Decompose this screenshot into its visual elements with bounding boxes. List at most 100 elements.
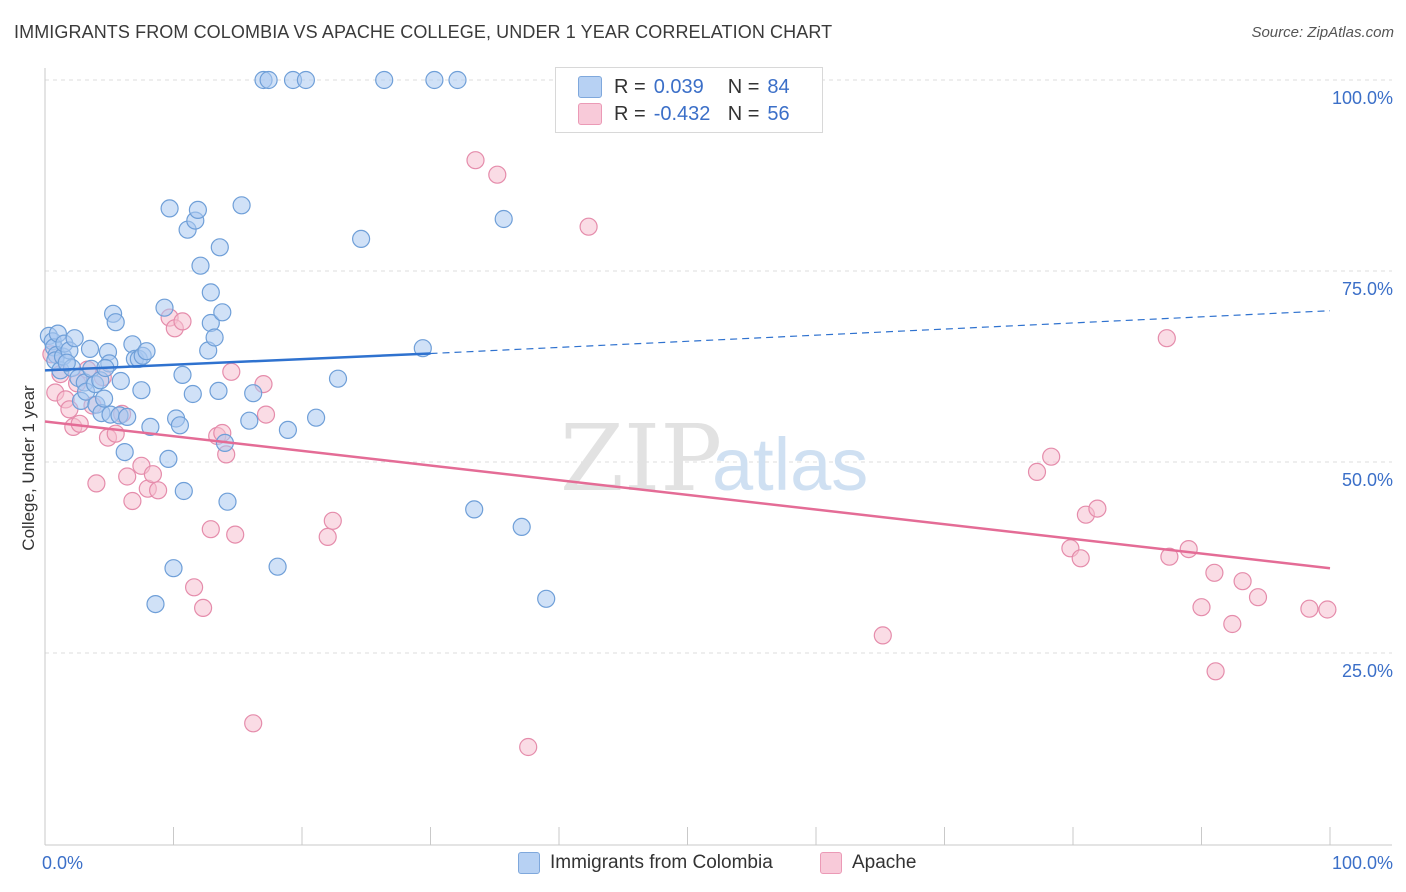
trend-lines (44, 310, 1331, 570)
legend-r-value: -0.432 (653, 102, 711, 125)
apache-point (226, 525, 245, 544)
legend-swatch-apache (578, 103, 602, 125)
y-axis-label: College, Under 1 year (19, 385, 38, 551)
apache-point (318, 527, 337, 547)
legend-r-value: 0.039 (653, 75, 704, 98)
colombia-point (352, 229, 371, 248)
colombia-point (268, 557, 287, 576)
apache-point (1318, 600, 1337, 619)
colombia-point (448, 70, 467, 90)
y-tick-label: 100.0% (1332, 88, 1393, 108)
correlation-legend: R = 0.039 N = 84 R = -0.432 N = 56 (555, 67, 823, 133)
apache-point (87, 474, 106, 493)
colombia-point (174, 481, 193, 501)
apache-point (1248, 588, 1268, 607)
colombia-point (146, 594, 165, 614)
source-credit: Source: ZipAtlas.com (1251, 24, 1394, 41)
apache-point (1223, 614, 1242, 634)
legend-row-colombia: R = 0.039 N = 84 (578, 73, 790, 101)
apache-point (1027, 462, 1047, 481)
colombia-point (65, 329, 84, 348)
y-tick-label: 75.0% (1342, 279, 1393, 299)
legend-n-value: 56 (767, 102, 790, 125)
legend-n-label: N = (727, 102, 760, 125)
gridlines (45, 79, 1392, 654)
x-tick-label: 100.0% (1332, 853, 1393, 873)
colombia-point (425, 70, 444, 90)
colombia-point (80, 339, 100, 358)
colombia-point (160, 199, 179, 218)
colombia-point (183, 384, 202, 404)
legend-n-value: 84 (767, 75, 790, 98)
x-tick-label: 0.0% (42, 853, 83, 873)
apache-point (1042, 447, 1061, 466)
bottom-legend-label-colombia: Immigrants from Colombia (550, 852, 773, 873)
colombia-point (188, 200, 207, 219)
legend-row-apache: R = -0.432 N = 56 (578, 100, 790, 128)
bottom-legend-apache: Apache (820, 852, 916, 874)
axes (44, 68, 1392, 846)
bottom-legend-colombia: Immigrants from Colombia (518, 852, 773, 874)
apache-point (1071, 549, 1090, 568)
colombia-point (512, 517, 531, 537)
colombia-point (232, 196, 251, 215)
apache-point (123, 491, 142, 511)
apache-point (244, 714, 263, 733)
colombia-point (57, 353, 76, 372)
apache-point (579, 217, 598, 236)
colombia-point (296, 70, 315, 90)
apache-point (1233, 572, 1252, 591)
bottom-legend-label-apache: Apache (852, 852, 917, 873)
y-tick-label: 25.0% (1342, 661, 1393, 681)
legend-r-label: R = (614, 102, 646, 125)
colombia-point (375, 70, 394, 90)
watermark: ZIP atlas (560, 405, 868, 512)
colombia-point (537, 589, 556, 608)
chart-title: IMMIGRANTS FROM COLOMBIA VS APACHE COLLE… (14, 22, 833, 42)
colombia-point (159, 449, 178, 468)
apache-point (1088, 499, 1107, 518)
apache-point (118, 467, 137, 486)
tick-labels: 25.0% 50.0% 75.0% 100.0% 0.0% 100.0% (42, 88, 1393, 873)
apache-point (1179, 539, 1198, 559)
colombia-point (164, 559, 183, 578)
colombia-trend-line (44, 352, 431, 372)
colombia-point (118, 407, 137, 426)
watermark-atlas: atlas (712, 423, 868, 506)
colombia-point (205, 328, 224, 347)
apache-point (143, 465, 162, 484)
legend-r-label: R = (614, 75, 646, 98)
apache-point (201, 520, 220, 539)
apache-point (873, 626, 892, 645)
colombia-point (191, 256, 210, 275)
colombia-trend-extension (430, 310, 1331, 355)
colombia-point (170, 416, 189, 435)
y-tick-label: 50.0% (1342, 470, 1393, 490)
apache-point (1300, 599, 1319, 618)
apache-trend-line (44, 420, 1331, 570)
colombia-point (465, 500, 484, 519)
colombia-point (94, 389, 114, 408)
colombia-point (115, 443, 134, 462)
apache-point (488, 165, 507, 184)
colombia-point (106, 313, 125, 332)
colombia-point (213, 303, 232, 322)
apache-point (173, 312, 192, 331)
colombia-point (111, 371, 130, 391)
colombia-point (328, 369, 348, 388)
apache-points (42, 151, 1337, 757)
apache-point (519, 737, 538, 757)
apache-point (1157, 329, 1176, 348)
colombia-point (259, 70, 278, 90)
apache-point (1192, 598, 1211, 617)
colombia-point (155, 298, 174, 317)
apache-point (185, 578, 204, 597)
watermark-zip: ZIP (560, 405, 722, 512)
colombia-point (141, 417, 160, 436)
apache-point (1160, 547, 1179, 566)
apache-point (1206, 662, 1225, 681)
colombia-point (218, 492, 237, 511)
apache-point (149, 481, 168, 500)
colombia-point (244, 384, 263, 403)
